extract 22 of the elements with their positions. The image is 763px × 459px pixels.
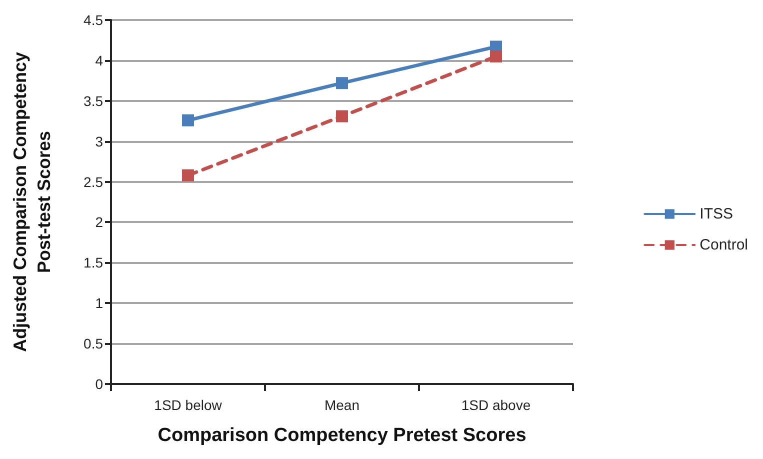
y-tick-label: 1.5 bbox=[84, 254, 104, 271]
x-tick-label: 1SD above bbox=[461, 397, 531, 413]
y-tick-label: 0 bbox=[95, 376, 104, 392]
y-axis-title: Adjusted Comparison Competency Post-test Scores bbox=[10, 52, 54, 352]
point bbox=[490, 50, 502, 62]
y-tick-label: 0.5 bbox=[84, 336, 104, 352]
legend-label: ITSS bbox=[700, 206, 733, 222]
legend-label: Control bbox=[700, 236, 748, 254]
y-tick-label: 2.5 bbox=[84, 174, 104, 190]
point bbox=[336, 110, 348, 122]
y-tick-label: 4 bbox=[95, 52, 104, 68]
y-tick-label: 4.5 bbox=[84, 12, 104, 28]
point bbox=[336, 77, 348, 90]
x-axis-title: Comparison Competency Pretest Scores bbox=[158, 425, 526, 446]
point bbox=[182, 169, 194, 182]
y-tick-label: 3 bbox=[95, 133, 104, 150]
x-tick-label: 1SD below bbox=[154, 397, 223, 413]
x-tick-label: Mean bbox=[324, 397, 360, 413]
y-tick-label: 3.5 bbox=[84, 92, 104, 109]
y-tick-label: 2 bbox=[95, 214, 104, 230]
y-tick-label: 1 bbox=[95, 295, 104, 312]
point bbox=[182, 114, 194, 126]
